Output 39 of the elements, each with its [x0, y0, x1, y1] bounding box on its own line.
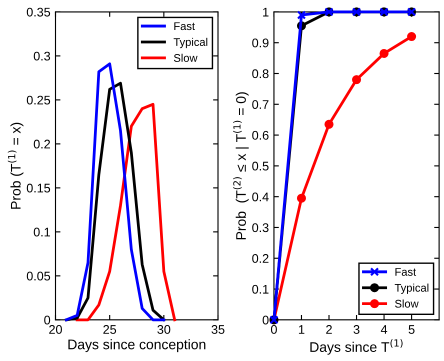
y-tick-label: 0.2: [34, 140, 50, 149]
legend-label: Slow: [174, 54, 198, 62]
y-tick-label: 0.1: [34, 228, 50, 237]
y-tick-label: 0.15: [26, 184, 50, 193]
y-tick-label: 0.3: [34, 52, 50, 61]
y-tick-label: 0.9: [252, 38, 268, 48]
x-tick-label: 3: [354, 325, 360, 334]
y-tick-label: 1: [263, 8, 268, 16]
legend-label: Slow: [395, 299, 419, 308]
y-tick-label: 0.05: [26, 272, 50, 281]
y-tick-label: 0.25: [26, 96, 50, 105]
y-tick-label: 0.3: [252, 223, 269, 232]
y-tick-label: 0.7: [252, 100, 268, 109]
legend-label: Typical: [394, 284, 428, 294]
x-tick-label: 4: [380, 325, 388, 334]
y-tick-label: 0.35: [26, 8, 50, 17]
x-axis-title: Days since conception: [68, 339, 206, 352]
y-tick-label: 0.6: [252, 130, 269, 140]
x-tick-label: 20: [49, 325, 62, 334]
y-tick-label: 0: [262, 316, 269, 324]
x-tick-label: 1: [298, 325, 304, 334]
y-tick-label: 0.4: [252, 192, 269, 202]
y-axis-title: Prob (T$^{(2)}$ ≤ x | T$^{(1)}$ = 0): [233, 92, 249, 240]
x-tick-label: 5: [408, 325, 415, 334]
legend-label: Fast: [395, 268, 416, 276]
x-tick-label: 0: [270, 325, 277, 334]
y-tick-label: 0: [44, 316, 50, 324]
x-axis-title: Days since T$^{(1)}$: [310, 339, 403, 355]
y-tick-label: 0.5: [252, 162, 269, 171]
x-tick-label: 35: [212, 325, 224, 334]
legend-label: Fast: [174, 22, 195, 30]
x-tick-label: 30: [157, 325, 170, 334]
x-tick-label: 25: [103, 325, 116, 334]
y-tick-label: 0.8: [252, 69, 269, 78]
y-axis-title: Prob (T$^{(1)}$ = x): [8, 122, 24, 209]
legend-label: Typical: [174, 38, 208, 48]
x-tick-label: 2: [326, 325, 332, 334]
y-tick-label: 0.2: [252, 254, 268, 263]
y-tick-label: 0.1: [252, 284, 268, 294]
